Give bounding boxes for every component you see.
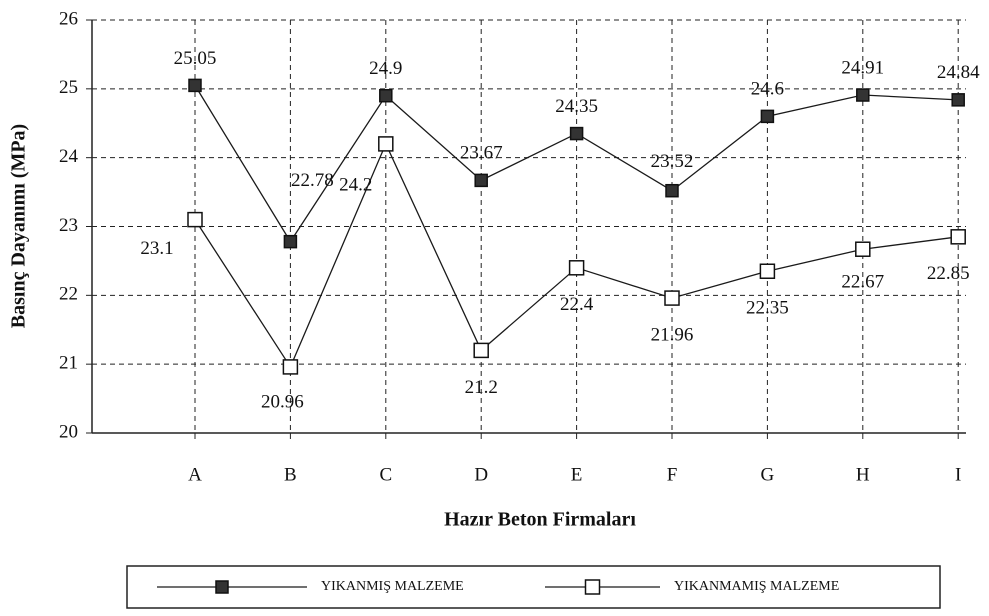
x-tick-label: F <box>667 464 678 485</box>
data-point <box>474 173 488 188</box>
y-tick-label: 24 <box>59 146 79 167</box>
data-point <box>760 109 775 124</box>
data-point <box>950 229 966 245</box>
data-label: 23.67 <box>460 143 503 164</box>
data-point <box>379 88 393 103</box>
legend-marker <box>215 580 229 594</box>
data-point <box>951 93 965 107</box>
data-label: 24.2 <box>339 174 372 195</box>
data-point <box>569 126 584 141</box>
y-axis-label: Basınç Dayanımı (MPa) <box>8 124 30 328</box>
data-label: 21.96 <box>651 324 694 345</box>
data-label: 24.91 <box>841 57 884 78</box>
data-label: 22.85 <box>927 263 970 284</box>
data-label: 22.4 <box>560 294 594 315</box>
y-tick-label: 25 <box>59 77 78 98</box>
legend-label: YIKANMAMIŞ MALZEME <box>674 579 839 594</box>
data-label: 20.96 <box>261 391 304 412</box>
y-tick-label: 20 <box>59 421 78 442</box>
x-tick-label: I <box>955 464 961 485</box>
x-tick-label: D <box>474 464 488 485</box>
data-label: 24.9 <box>369 58 402 79</box>
legend-label: YIKANMIŞ MALZEME <box>321 579 464 594</box>
data-label: 22.78 <box>291 170 334 191</box>
data-point <box>664 290 680 306</box>
data-point <box>665 183 679 198</box>
x-tick-label: E <box>571 464 583 485</box>
data-point <box>759 263 776 279</box>
data-label: 23.1 <box>140 238 173 259</box>
legend-box <box>126 565 941 609</box>
x-tick-label: A <box>188 464 202 485</box>
data-label: 24.84 <box>937 62 980 83</box>
y-tick-label: 22 <box>59 284 78 305</box>
data-label: 23.52 <box>651 151 694 172</box>
data-point <box>378 136 394 152</box>
x-tick-label: C <box>379 464 392 485</box>
y-tick-label: 26 <box>59 8 78 29</box>
data-point <box>568 260 585 276</box>
data-point <box>855 241 871 257</box>
data-point <box>283 234 298 249</box>
data-point <box>282 359 299 375</box>
x-tick-label: H <box>856 464 870 485</box>
y-tick-label: 23 <box>59 215 78 236</box>
y-tick-label: 21 <box>59 353 78 374</box>
data-label: 21.2 <box>465 377 498 398</box>
legend-marker <box>584 579 601 595</box>
x-tick-label: G <box>761 464 775 485</box>
data-label: 25.05 <box>174 48 217 69</box>
data-label: 22.67 <box>841 272 884 293</box>
data-label: 22.35 <box>746 298 789 319</box>
data-point <box>856 88 870 102</box>
x-tick-label: B <box>284 464 297 485</box>
data-label: 24.6 <box>751 79 784 100</box>
data-point <box>188 78 202 93</box>
data-point <box>473 342 489 359</box>
data-label: 24.35 <box>555 96 598 117</box>
x-axis-label: Hazır Beton Firmaları <box>444 509 636 531</box>
data-point <box>187 211 203 228</box>
